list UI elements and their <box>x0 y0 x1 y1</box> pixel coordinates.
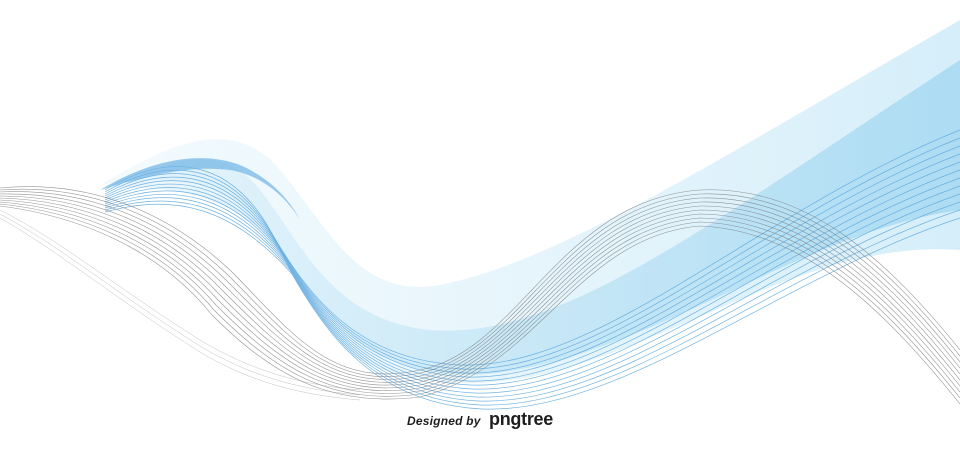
watermark-prefix: Designed by <box>407 414 481 428</box>
watermark-brand: pngtree <box>489 409 553 429</box>
gray-line-bundle <box>0 186 960 405</box>
blue-ribbon-front <box>110 60 960 375</box>
watermark: Designed by pngtree <box>0 410 960 429</box>
gray-fine-lines-left <box>0 209 361 401</box>
blue-swoosh <box>100 158 300 220</box>
